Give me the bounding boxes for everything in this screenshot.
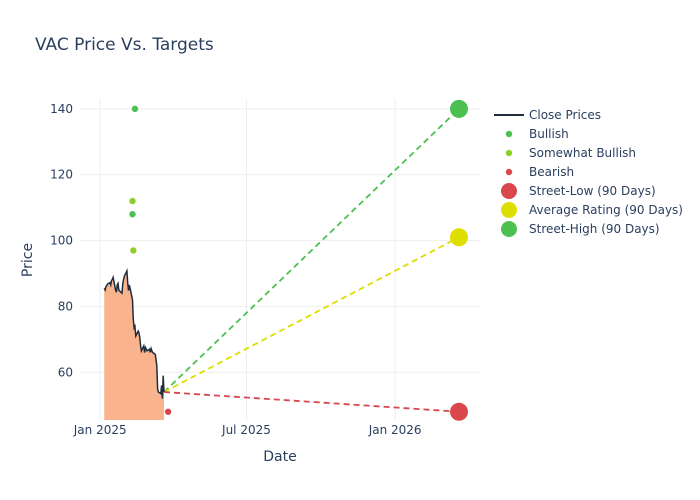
legend-label-average-rating-90-days: Average Rating (90 Days) xyxy=(529,203,683,217)
legend-label-close-prices: Close Prices xyxy=(529,108,601,122)
somewhat-bullish-rating-marker xyxy=(130,247,137,254)
street-high-target-marker xyxy=(449,99,468,118)
y-tick-label: 100 xyxy=(50,234,73,248)
x-tick-label: Jan 2025 xyxy=(73,423,127,437)
legend-swatch-average-rating-90-days xyxy=(501,202,517,218)
y-tick-label: 60 xyxy=(58,365,73,379)
bearish-rating-marker xyxy=(164,408,172,415)
legend-label-street-low-90-days: Street-Low (90 Days) xyxy=(529,184,656,198)
legend-swatch-bullish xyxy=(505,130,513,138)
legend-label-somewhat-bullish: Somewhat Bullish xyxy=(529,146,636,160)
street-low-target-line xyxy=(163,391,460,413)
legend-swatch-street-high-90-days xyxy=(501,221,517,237)
average-rating-target-marker xyxy=(449,228,468,247)
x-tick-label: Jul 2025 xyxy=(221,423,271,437)
street-high-target-line xyxy=(163,108,460,393)
y-tick-label: 80 xyxy=(58,299,73,313)
legend-label-bearish: Bearish xyxy=(529,165,574,179)
y-axis-title: Price xyxy=(20,243,36,277)
close-price-area-fill xyxy=(104,270,164,420)
close-price-series xyxy=(103,268,165,399)
somewhat-bullish-rating-marker xyxy=(129,197,136,205)
legend-swatch-street-low-90-days xyxy=(501,183,517,199)
x-axis-ticks: Jan 2025 Jul 2025 Jan 2026 xyxy=(73,423,422,437)
bullish-rating-marker xyxy=(129,211,136,218)
y-tick-label: 120 xyxy=(50,168,73,182)
legend: Close Prices Bullish Somewhat Bullish Beari… xyxy=(494,108,683,237)
legend-swatch-bearish xyxy=(505,168,513,176)
legend-swatch-somewhat-bullish xyxy=(505,149,513,157)
target-markers xyxy=(449,99,468,421)
legend-label-bullish: Bullish xyxy=(529,127,569,141)
average-rating-target-line xyxy=(163,236,460,393)
analyst-rating-markers xyxy=(129,105,172,415)
street-low-target-marker xyxy=(449,402,468,421)
close-price-area xyxy=(104,270,164,420)
y-tick-label: 140 xyxy=(50,102,73,116)
x-axis-title: Date xyxy=(263,449,296,465)
x-tick-label: Jan 2026 xyxy=(368,423,422,437)
y-axis-ticks: 60 80 100 120 140 xyxy=(50,102,73,379)
legend-label-street-high-90-days: Street-High (90 Days) xyxy=(529,222,660,236)
close-price-line xyxy=(103,268,165,399)
bullish-rating-marker xyxy=(131,105,139,113)
target-lines xyxy=(163,108,460,413)
chart-title: VAC Price Vs. Targets xyxy=(35,35,214,55)
